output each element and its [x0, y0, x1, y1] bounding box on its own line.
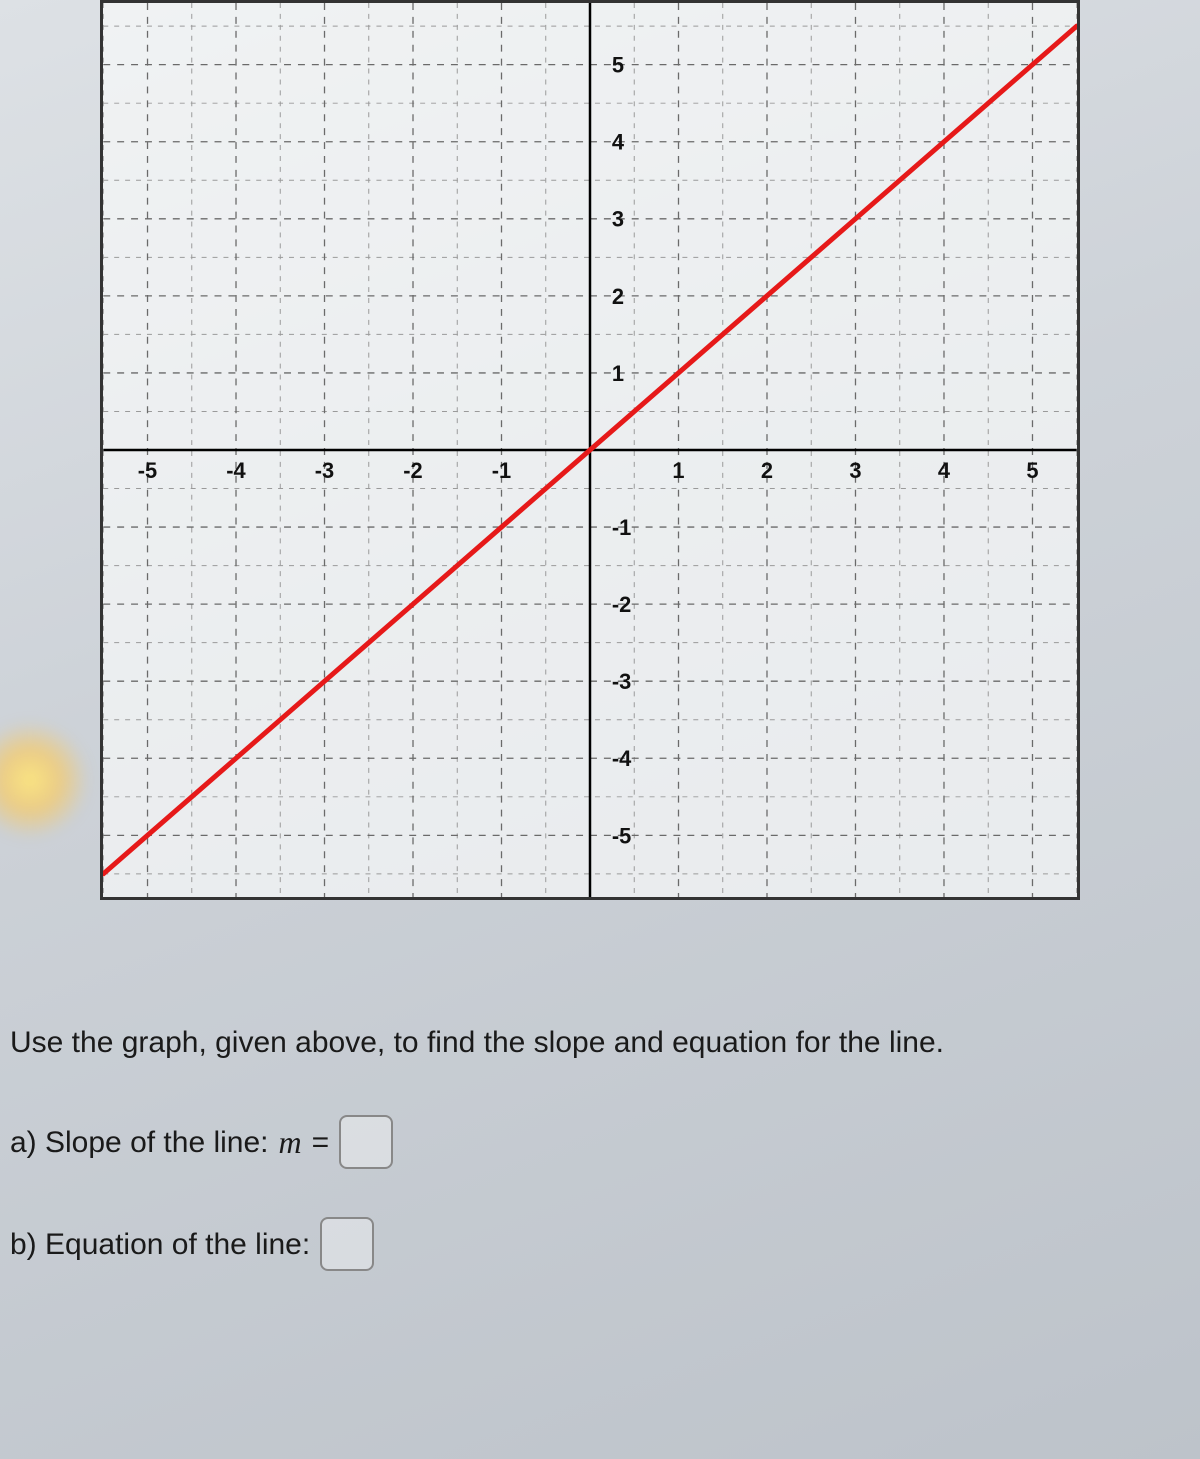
y-tick-label: -3 [612, 669, 631, 694]
worksheet-page: -5 -4 -3 -2 -1 1 2 3 4 5 5 4 3 2 1 -1 -2 -3 -4 -5 Use the g… [0, 0, 1200, 1459]
y-tick-label: 5 [612, 53, 624, 78]
y-tick-label: 4 [612, 130, 625, 155]
x-tick-label: -4 [226, 458, 246, 483]
x-tick-label: 3 [849, 458, 861, 483]
part-a-label: a) Slope of the line: [10, 1120, 269, 1165]
x-tick-label: 4 [938, 458, 951, 483]
y-tick-label: 3 [612, 207, 624, 232]
question-block: Use the graph, given above, to find the … [10, 1020, 1190, 1319]
x-tick-label: 1 [672, 458, 684, 483]
coordinate-graph: -5 -4 -3 -2 -1 1 2 3 4 5 5 4 3 2 1 -1 -2 -3 -4 -5 [100, 0, 1080, 900]
y-tick-label: -2 [612, 592, 631, 617]
graph-svg: -5 -4 -3 -2 -1 1 2 3 4 5 5 4 3 2 1 -1 -2 -3 -4 -5 [103, 3, 1077, 897]
equation-input-box[interactable] [320, 1217, 374, 1271]
y-tick-label: 1 [612, 361, 624, 386]
x-tick-label: -1 [492, 458, 511, 483]
part-b: b) Equation of the line: [10, 1217, 1190, 1271]
y-tick-label: -5 [612, 823, 631, 848]
part-a: a) Slope of the line: m = [10, 1115, 1190, 1169]
camera-glare [0, 720, 90, 840]
slope-input-box[interactable] [339, 1115, 393, 1169]
x-tick-label: 2 [761, 458, 773, 483]
part-b-label: b) Equation of the line: [10, 1222, 310, 1267]
x-tick-label: 5 [1026, 458, 1038, 483]
y-tick-label: 2 [612, 284, 624, 309]
part-a-equals: = [312, 1120, 330, 1165]
x-tick-label: -2 [403, 458, 422, 483]
y-tick-label: -4 [612, 746, 632, 771]
part-a-variable: m [279, 1118, 302, 1166]
x-tick-label: -5 [138, 458, 157, 483]
question-prompt: Use the graph, given above, to find the … [10, 1020, 1190, 1065]
y-tick-label: -1 [612, 515, 631, 540]
x-tick-label: -3 [315, 458, 334, 483]
